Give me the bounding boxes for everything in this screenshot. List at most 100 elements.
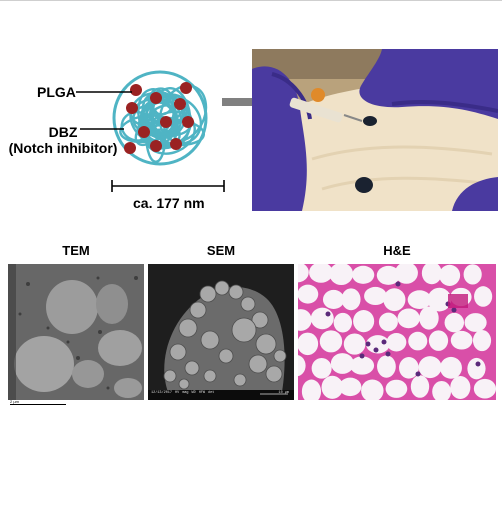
adipocyte [419, 306, 439, 330]
dbz-molecule [174, 98, 186, 110]
adipocyte [329, 264, 354, 286]
adipocyte [439, 264, 461, 286]
sem-info-wd: WD [191, 391, 196, 395]
adipocyte [361, 379, 384, 400]
he-title: H&E [383, 243, 411, 258]
adipocyte [378, 312, 398, 332]
nucleus [415, 371, 421, 377]
adipocyte [450, 330, 473, 350]
sem-info-hfw: HFW [198, 391, 206, 395]
sem-info-bar: 12/13/2017 HV mag WD HFW det 10 µm [148, 391, 294, 400]
tem-title: TEM [62, 243, 90, 258]
dbz-molecule [180, 82, 192, 94]
tem-scale-bar [10, 404, 66, 405]
adipocyte [427, 287, 452, 312]
adipocyte [428, 330, 449, 351]
adipocyte [385, 379, 408, 398]
adipocyte [298, 332, 319, 356]
sem-info-date: 12/13/2017 [151, 391, 173, 395]
adipocyte [421, 264, 442, 285]
adipocyte [467, 357, 486, 380]
sem-info-hv: HV [175, 391, 180, 395]
dbz-molecule [160, 116, 172, 128]
adipocyte [298, 264, 309, 283]
adipocyte [298, 355, 306, 377]
particle-outline [112, 70, 208, 166]
adipocyte [464, 313, 487, 332]
adipocyte [338, 377, 362, 397]
adipocyte [408, 331, 428, 351]
he-micrograph [298, 264, 496, 400]
adipocyte [319, 330, 343, 353]
dbz-label: DBZ (Notch inhibitor) [6, 124, 120, 156]
adipocyte [298, 309, 312, 331]
adipocyte [343, 333, 366, 355]
injection-spot [355, 177, 373, 193]
tem-image [8, 264, 144, 400]
injection-spot [363, 116, 377, 126]
he-image [298, 264, 496, 400]
adipocyte [394, 264, 418, 284]
adipocyte [474, 286, 493, 307]
adipocyte [472, 330, 492, 352]
adipocyte [473, 378, 496, 399]
adipocyte [440, 356, 462, 379]
adipocyte [444, 312, 465, 333]
adipocyte [333, 312, 353, 333]
adipocyte [377, 355, 396, 378]
plga-nanoparticle-illustration [76, 70, 225, 192]
tem-micrograph [8, 264, 144, 400]
size-label: ca. 177 nm [133, 195, 205, 211]
adipocyte [352, 265, 375, 284]
nucleus [373, 347, 379, 353]
adipocyte [322, 289, 345, 310]
vessel [448, 294, 468, 308]
plga-label: PLGA [37, 84, 76, 100]
top-divider [0, 0, 502, 1]
adipocyte [386, 332, 407, 352]
adipocyte [350, 356, 375, 375]
adipocyte [301, 379, 322, 400]
dbz-molecule [150, 140, 162, 152]
adipocyte [450, 375, 471, 399]
dbz-molecule [124, 142, 136, 154]
adipocyte [418, 356, 442, 379]
dbz-molecule [126, 102, 138, 114]
adipocyte [376, 265, 400, 285]
adipocyte [321, 375, 344, 399]
mouse-injection-illustration [252, 49, 498, 211]
nucleus [385, 351, 391, 357]
nucleus [451, 307, 457, 313]
adipocyte [364, 286, 387, 306]
tem-scale-label: 2 µm [10, 399, 19, 404]
adipocyte [353, 310, 375, 333]
sem-info-mag: mag [182, 391, 189, 395]
adipocyte [341, 288, 361, 311]
dbz-label-line1: DBZ [48, 124, 78, 140]
adipocyte [309, 264, 333, 283]
nucleus [475, 361, 481, 367]
sem-info-det: det [208, 391, 215, 395]
injection-photo [252, 49, 498, 211]
adipocyte [311, 358, 332, 379]
dbz-molecule [182, 116, 194, 128]
nanoparticle-schematic [0, 40, 240, 220]
dbz-molecule [138, 126, 150, 138]
adipocyte [383, 288, 406, 312]
dbz-molecule [150, 92, 162, 104]
nucleus [359, 353, 365, 359]
nucleus [365, 341, 371, 347]
nucleus [381, 339, 387, 345]
nucleus [395, 281, 401, 287]
adipocyte [432, 380, 452, 400]
adipocyte [407, 290, 432, 309]
polymer-strand [137, 100, 176, 146]
sem-title: SEM [206, 243, 236, 258]
adipocyte [330, 353, 354, 374]
adipocyte [397, 308, 420, 329]
dbz-molecule [170, 138, 182, 150]
dbz-molecule [130, 84, 142, 96]
adipocyte [399, 357, 419, 379]
adipocyte [310, 307, 334, 330]
adipocyte [410, 375, 430, 398]
